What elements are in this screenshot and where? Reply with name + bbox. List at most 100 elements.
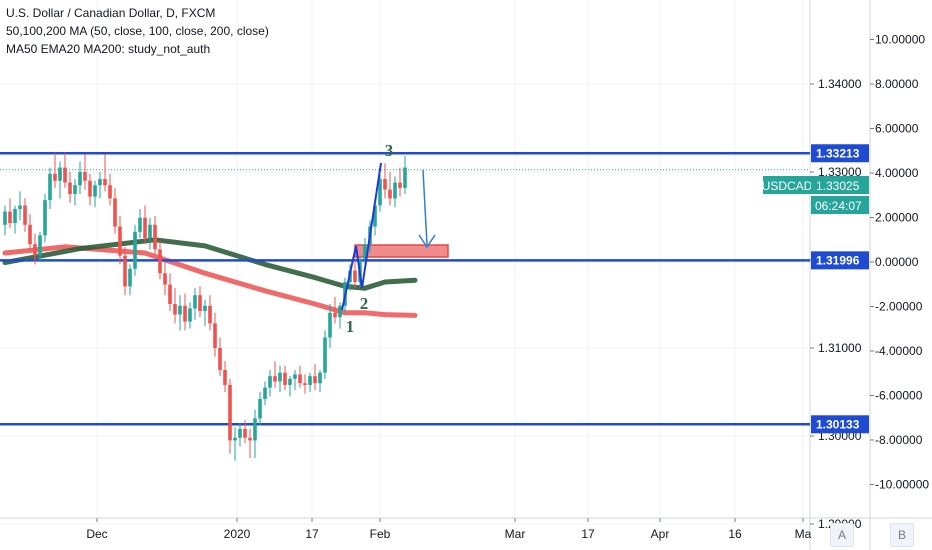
- x-tick-label: Ma: [795, 527, 812, 541]
- candle-body: [58, 167, 62, 181]
- ma-fast-line: [2, 244, 418, 318]
- oscillator-tick-label: -4.00000: [875, 344, 923, 358]
- candle-body: [38, 235, 42, 256]
- oscillator-tick-label: -2.00000: [875, 300, 923, 314]
- candle-body: [178, 305, 182, 315]
- candle-body: [273, 376, 277, 382]
- candle-body: [388, 189, 392, 199]
- symbol-tag: [763, 176, 811, 194]
- down-arrow-head: [418, 234, 436, 249]
- candle-body: [8, 211, 12, 224]
- oscillator-tick-label: -8.00000: [875, 433, 923, 447]
- candle-body: [133, 231, 137, 269]
- candle-body: [298, 374, 302, 384]
- plot-area: [0, 0, 810, 518]
- candle-body: [28, 224, 32, 245]
- oscillator-tick-label: 10.00000: [875, 33, 925, 47]
- candle-body: [323, 337, 327, 373]
- candle-body: [153, 224, 157, 250]
- candle-body: [18, 205, 22, 209]
- down-arrow-shaft: [422, 169, 428, 246]
- candle-body: [293, 374, 297, 379]
- candle-body: [238, 428, 242, 438]
- candle-body: [363, 244, 367, 260]
- candle-body: [48, 173, 52, 201]
- x-tick-label: Apr: [651, 527, 670, 541]
- candle-body: [33, 244, 37, 256]
- candle-body: [398, 182, 402, 188]
- last-price-label: 1.33025: [816, 179, 860, 193]
- candle-body: [148, 224, 152, 238]
- level-price-tag: [811, 144, 869, 163]
- candle-body: [383, 179, 387, 190]
- candle-body: [63, 167, 67, 183]
- wave-label-3: 3: [385, 141, 394, 160]
- level-price-label: 1.33213: [816, 146, 860, 160]
- symbol-tag-label: USDCAD: [762, 179, 813, 193]
- candle-body: [338, 305, 342, 318]
- candle-body: [208, 305, 212, 324]
- candle-body: [248, 437, 252, 441]
- last-price-tag: [811, 176, 869, 194]
- candle-body: [263, 387, 267, 400]
- oscillator-tick-label: -10.00000: [875, 478, 929, 492]
- candle-body: [203, 305, 207, 312]
- candle-body: [303, 383, 307, 385]
- candle-body: [23, 205, 27, 225]
- candle-body: [333, 312, 337, 318]
- candle-body: [113, 198, 117, 227]
- candle-body: [143, 217, 147, 238]
- candle-body: [68, 182, 72, 194]
- price-tick-label: 1.33000: [818, 165, 862, 179]
- candle-body: [128, 268, 132, 287]
- countdown-label: 06:24:07: [815, 199, 862, 213]
- candle-body: [103, 179, 107, 186]
- x-tick-label: 17: [581, 527, 595, 541]
- candle-body: [313, 376, 317, 384]
- candle-body: [138, 217, 142, 232]
- candle-body: [393, 182, 397, 199]
- x-tick-label: 16: [728, 527, 742, 541]
- candle-body: [328, 312, 332, 338]
- candle-body: [233, 437, 237, 441]
- x-tick-label: Mar: [505, 527, 526, 541]
- chart-legend: U.S. Dollar / Canadian Dollar, D, FXCM 5…: [6, 4, 269, 58]
- candle-body: [223, 370, 227, 385]
- candle-body: [93, 185, 97, 197]
- log-scale-button[interactable]: B: [890, 523, 914, 547]
- candle-body: [283, 372, 287, 385]
- candle-body: [83, 172, 87, 181]
- candle-body: [88, 180, 92, 197]
- oscillator-tick-label: -6.00000: [875, 389, 923, 403]
- candle-body: [258, 399, 262, 419]
- candle-body: [158, 249, 162, 274]
- candle-body: [73, 185, 77, 194]
- candle-body: [168, 284, 172, 304]
- x-tick-label: Feb: [370, 527, 391, 541]
- candle-body: [403, 167, 407, 188]
- candle-body: [198, 295, 202, 312]
- candle-body: [228, 384, 232, 441]
- candle-body: [13, 208, 17, 224]
- candle-body: [253, 418, 257, 441]
- wave-line: [341, 162, 382, 311]
- countdown-tag: [811, 196, 869, 214]
- oscillator-tick-label: 8.00000: [875, 77, 919, 91]
- candle-body: [308, 376, 312, 385]
- candle-body: [43, 200, 47, 236]
- x-tick-label: Dec: [86, 527, 107, 541]
- auto-scale-button[interactable]: A: [830, 523, 854, 547]
- legend-symbol: U.S. Dollar / Canadian Dollar, D, FXCM: [6, 6, 216, 20]
- candle-body: [53, 173, 57, 181]
- legend-moving-averages: 50,100,200 MA (50, close, 100, close, 20…: [6, 24, 269, 38]
- candle-body: [78, 172, 82, 186]
- candle-body: [118, 226, 122, 256]
- candle-body: [243, 428, 247, 438]
- candle-body: [3, 211, 7, 225]
- oscillator-tick-label: 2.00000: [875, 211, 919, 225]
- candle-body: [288, 378, 292, 385]
- candle-body: [218, 348, 222, 370]
- candle-body: [193, 295, 197, 309]
- candle-body: [98, 179, 102, 186]
